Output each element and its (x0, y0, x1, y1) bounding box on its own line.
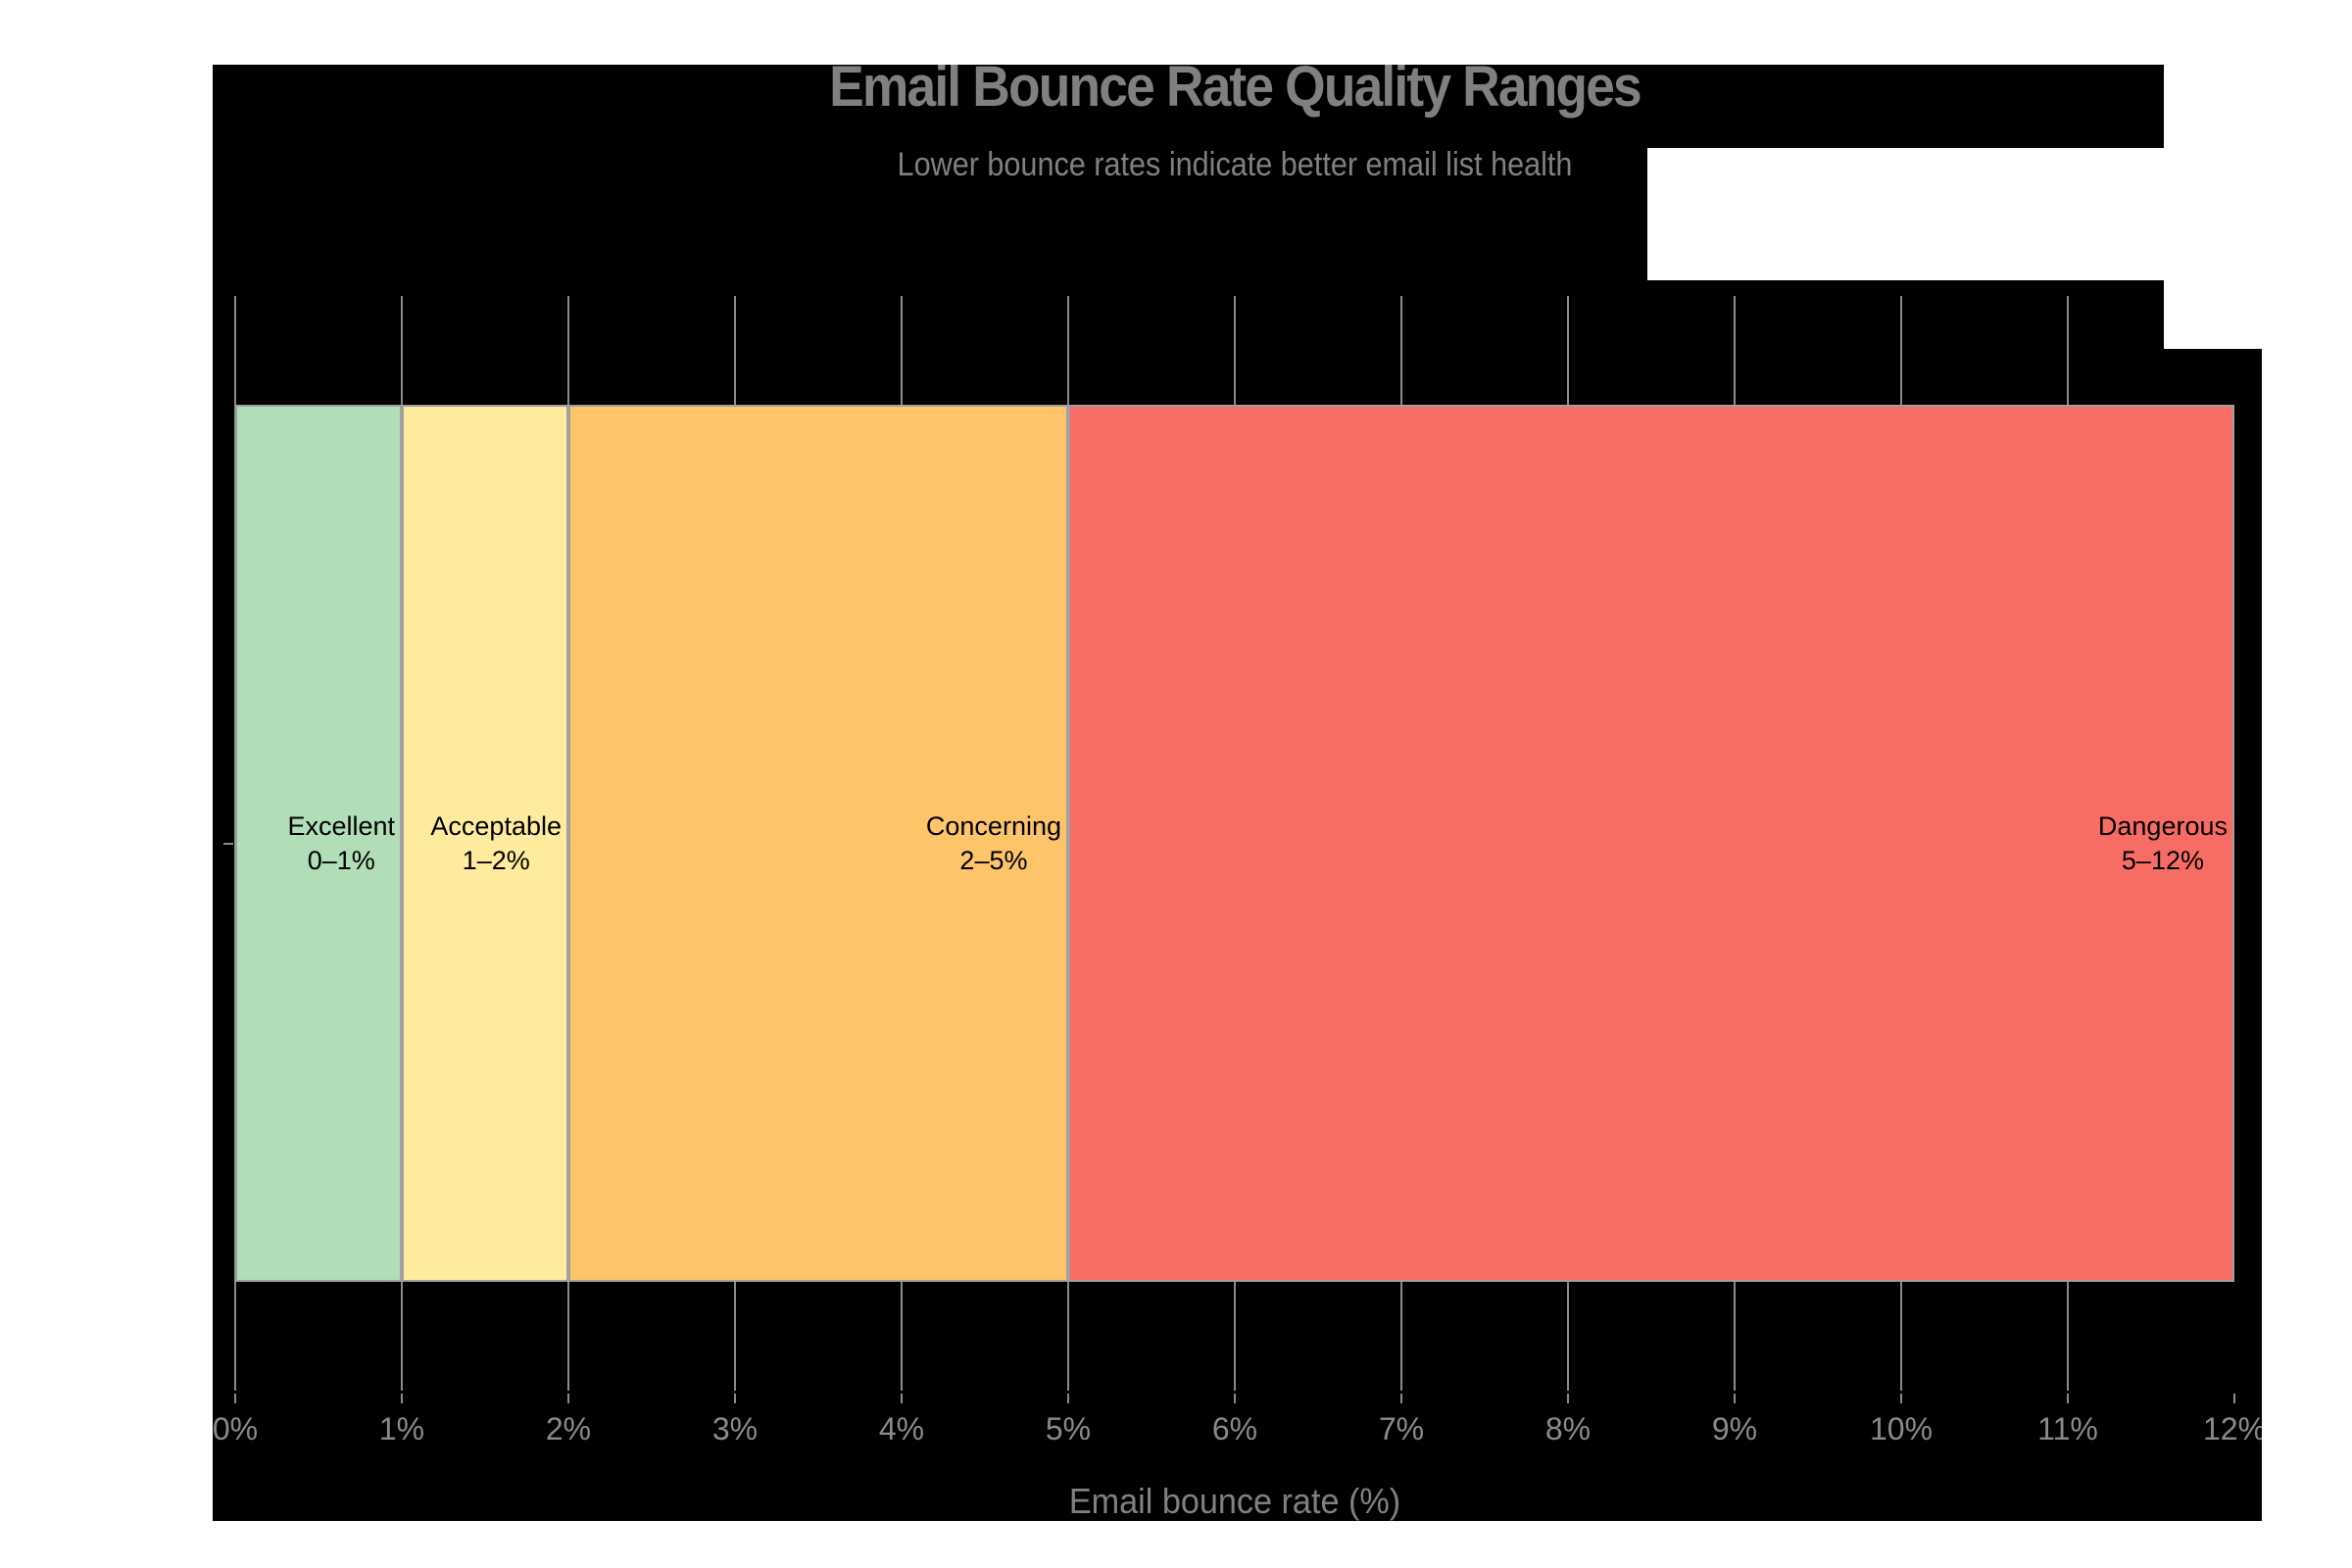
x-tick-1 (401, 1394, 403, 1403)
chart-subtitle: Lower bounce rates indicate better email… (897, 146, 1573, 183)
chart-background-mid (213, 280, 2164, 349)
segment-dangerous[interactable] (1068, 405, 2234, 1282)
segment-concerning[interactable] (568, 405, 1068, 1282)
x-tick-label-11: 11% (2037, 1411, 2098, 1446)
clip-mask-notch (1647, 148, 2164, 280)
x-tick-2 (567, 1394, 569, 1403)
x-tick-label-9: 9% (1711, 1411, 1758, 1446)
y-tick (223, 843, 233, 845)
x-tick-label-4: 4% (878, 1411, 925, 1446)
x-tick-0 (234, 1394, 236, 1403)
x-tick-3 (734, 1394, 736, 1403)
clip-mask-bottom (0, 1521, 2352, 1568)
segment-acceptable[interactable] (402, 405, 568, 1282)
clip-mask-left (0, 0, 213, 1568)
x-tick-label-2: 2% (545, 1411, 592, 1446)
x-tick-5 (1067, 1394, 1069, 1403)
x-tick-label-10: 10% (1869, 1411, 1934, 1446)
x-tick-8 (1567, 1394, 1569, 1403)
x-tick-10 (1900, 1394, 1902, 1403)
x-tick-9 (1734, 1394, 1736, 1403)
x-tick-12 (2233, 1394, 2235, 1403)
chart-background-top (213, 65, 2164, 148)
chart-title: Email Bounce Rate Quality Ranges (829, 55, 1642, 119)
x-tick-label-12: 12% (2202, 1411, 2267, 1446)
x-tick-label-7: 7% (1378, 1411, 1425, 1446)
chart-background-upper-left (213, 148, 1647, 280)
x-tick-label-6: 6% (1211, 1411, 1258, 1446)
x-tick-label-5: 5% (1045, 1411, 1092, 1446)
clip-mask-top-right (2164, 0, 2262, 349)
x-tick-label-0: 0% (212, 1411, 259, 1446)
x-tick-4 (901, 1394, 903, 1403)
x-tick-label-8: 8% (1544, 1411, 1592, 1446)
x-tick-6 (1234, 1394, 1236, 1403)
range-bar (235, 405, 2234, 1282)
x-tick-label-1: 1% (378, 1411, 425, 1446)
x-tick-11 (2067, 1394, 2069, 1403)
x-axis-title: Email bounce rate (%) (1068, 1481, 1401, 1521)
clip-mask-top (0, 0, 2352, 65)
segment-excellent[interactable] (235, 405, 402, 1282)
clip-mask-right (2262, 0, 2352, 1568)
x-tick-7 (1400, 1394, 1402, 1403)
x-tick-label-3: 3% (711, 1411, 759, 1446)
